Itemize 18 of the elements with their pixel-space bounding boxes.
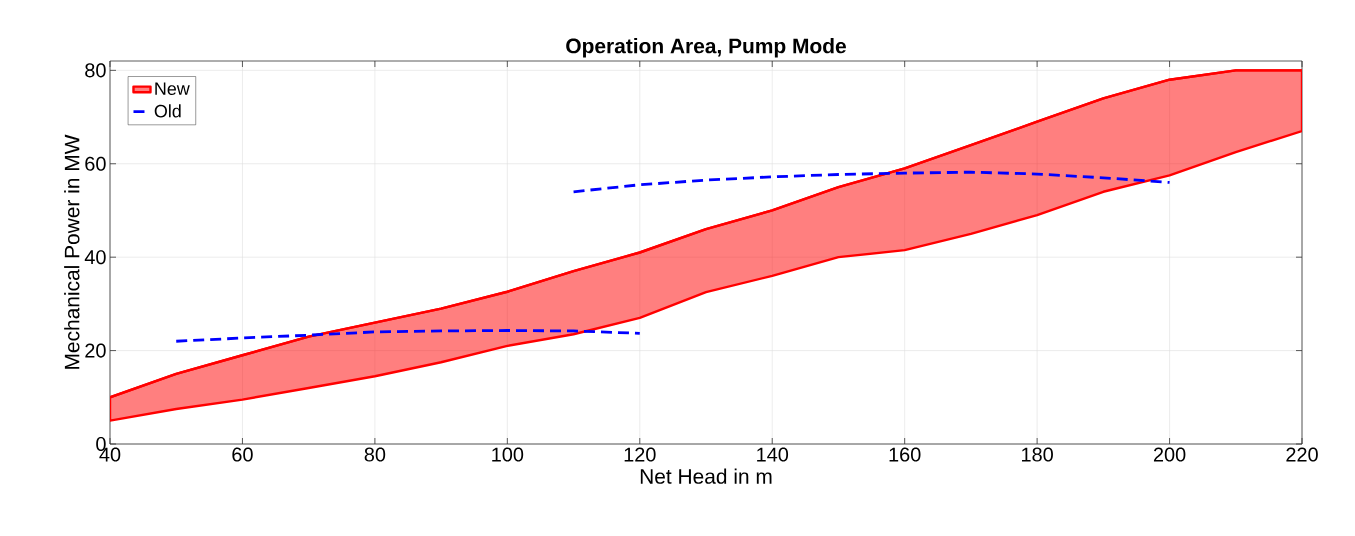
legend-label: Old <box>154 104 181 118</box>
x-tick-label: 140 <box>757 447 789 462</box>
x-tick-label: 120 <box>624 447 656 462</box>
legend-label: New <box>155 82 190 96</box>
x-tick-label: 180 <box>1022 447 1053 462</box>
x-tick-label: 160 <box>889 447 921 462</box>
y-tick-label: 20 <box>85 343 106 358</box>
y-axis-title: Mechanical Power in MW <box>64 134 80 369</box>
y-tick-label: 80 <box>85 63 106 78</box>
x-tick-label: 80 <box>364 447 386 462</box>
x-tick-label: 100 <box>492 447 524 462</box>
x-tick-label: 200 <box>1153 447 1186 462</box>
x-tick-label: 60 <box>232 447 253 462</box>
chart-title: Operation Area, Pump Mode <box>566 38 846 58</box>
y-tick-label: 60 <box>85 156 106 171</box>
y-tick-label: 40 <box>84 250 106 265</box>
x-tick-label: 220 <box>1286 447 1318 462</box>
x-axis-title: Net Head in m <box>640 468 772 484</box>
